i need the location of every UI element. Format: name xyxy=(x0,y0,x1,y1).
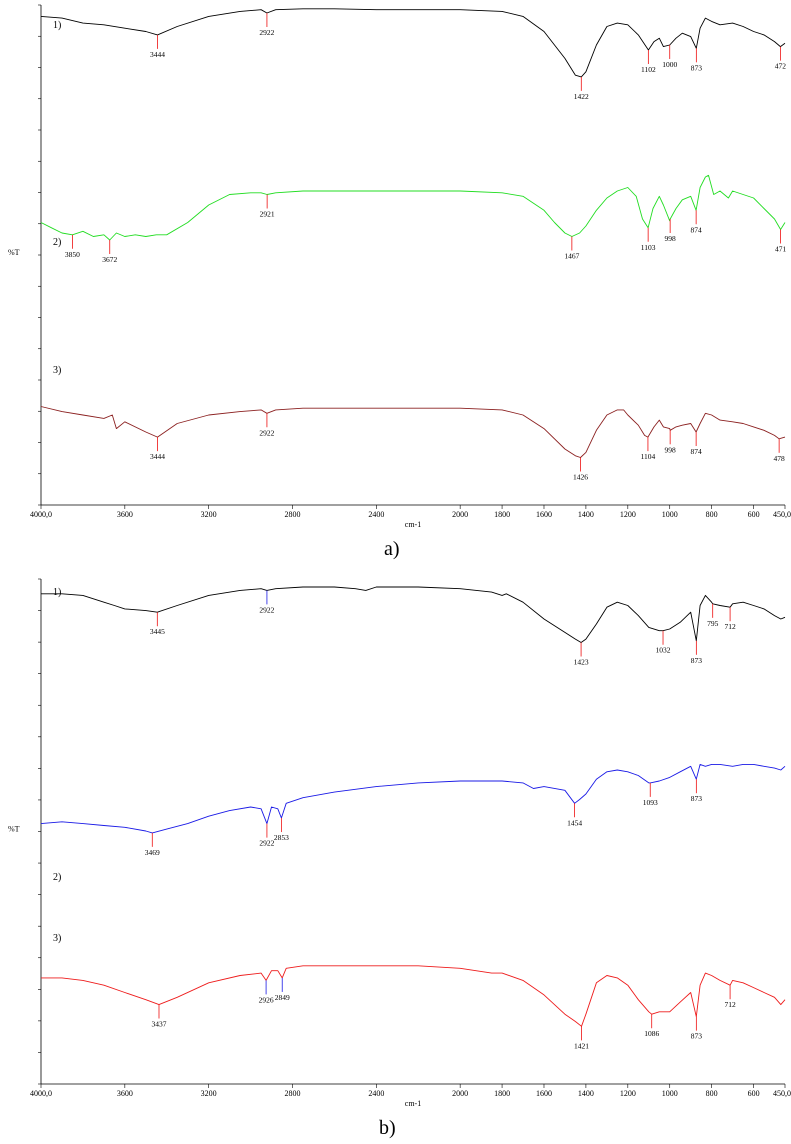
peak-label-0-1-1: 3672 xyxy=(102,255,117,264)
peak-label-1-1-2: 2853 xyxy=(274,833,289,842)
series-line-1-2 xyxy=(41,965,786,1027)
x-tick-label-0-9: 600 xyxy=(748,510,760,519)
x-tick-label-1-10: 450,0 xyxy=(773,1089,791,1098)
peak-label-0-1-6: 874 xyxy=(691,225,703,234)
peak-label-0-0-1: 2922 xyxy=(259,28,274,37)
peak-label-0-1-3: 1467 xyxy=(564,252,579,261)
peak-label-1-0-1: 2922 xyxy=(259,605,274,614)
x-tick-label-extra-0-2: 1000 xyxy=(662,510,678,519)
caption-a: a) xyxy=(384,538,400,560)
x-tick-label-0-3: 2800 xyxy=(284,510,300,519)
x-axis-label-1: cm-1 xyxy=(405,1099,421,1108)
series-line-0-2 xyxy=(40,406,786,458)
peak-label-1-1-0: 3469 xyxy=(145,848,160,857)
peak-label-0-2-1: 2922 xyxy=(259,428,274,437)
series-name-0-2: 3) xyxy=(53,365,61,376)
peak-label-1-0-3: 1032 xyxy=(656,646,671,655)
peak-label-1-2-2: 2849 xyxy=(275,993,290,1002)
peak-label-1-2-5: 873 xyxy=(691,1032,703,1041)
peak-label-1-0-5: 795 xyxy=(707,619,719,628)
peak-label-1-2-3: 1421 xyxy=(574,1041,589,1050)
x-tick-label-1-3: 2800 xyxy=(284,1089,300,1098)
peak-label-0-0-6: 472 xyxy=(775,62,787,71)
x-tick-label-1-0: 4000,0 xyxy=(30,1089,52,1098)
peak-label-0-0-5: 873 xyxy=(691,63,703,72)
series-line-1-1 xyxy=(40,763,786,834)
peak-label-0-1-7: 471 xyxy=(775,245,787,254)
peak-label-1-1-5: 873 xyxy=(691,794,703,803)
x-tick-label-0-6: 1600 xyxy=(536,510,552,519)
peak-label-1-1-3: 1454 xyxy=(567,818,582,827)
peak-label-1-2-1: 2926 xyxy=(259,995,274,1004)
x-tick-label-0-0: 4000,0 xyxy=(30,510,52,519)
x-tick-label-extra-1-1: 1400 xyxy=(578,1089,594,1098)
x-tick-label-1-7: 1200 xyxy=(620,1089,636,1098)
x-tick-label-0-2: 3200 xyxy=(201,510,217,519)
peak-label-1-2-6: 712 xyxy=(724,1000,736,1009)
y-axis-label-0: %T xyxy=(8,248,20,257)
series-name-0-1: 2) xyxy=(53,237,61,248)
peak-label-1-0-6: 712 xyxy=(724,622,736,631)
caption-b: b) xyxy=(379,1117,396,1139)
x-tick-label-extra-1-0: 1800 xyxy=(494,1089,510,1098)
y-axis-label-1: %T xyxy=(8,825,20,834)
peak-label-1-0-4: 873 xyxy=(691,656,703,665)
peak-label-0-0-4: 1000 xyxy=(662,60,677,69)
x-tick-label-0-4: 2400 xyxy=(368,510,384,519)
x-tick-label-extra-1-2: 1000 xyxy=(662,1089,678,1098)
x-tick-label-1-4: 2400 xyxy=(368,1089,384,1098)
x-tick-label-0-1: 3600 xyxy=(117,510,133,519)
peak-label-0-1-5: 998 xyxy=(665,234,677,243)
peak-label-0-0-0: 3444 xyxy=(150,50,165,59)
peak-label-1-2-0: 3437 xyxy=(151,1020,166,1029)
series-name-1-1: 2) xyxy=(53,872,61,883)
peak-label-0-2-4: 998 xyxy=(665,445,677,454)
peak-label-0-2-5: 874 xyxy=(691,447,703,456)
peak-label-0-2-3: 1104 xyxy=(641,452,656,461)
peak-label-1-1-4: 1093 xyxy=(643,798,658,807)
x-tick-label-1-9: 600 xyxy=(748,1089,760,1098)
x-tick-label-0-7: 1200 xyxy=(620,510,636,519)
peak-label-0-2-0: 3444 xyxy=(150,452,165,461)
peak-label-1-0-2: 1423 xyxy=(574,657,589,666)
peak-label-0-1-4: 1103 xyxy=(641,243,656,252)
x-tick-label-extra-0-0: 1800 xyxy=(494,510,510,519)
series-name-1-0: 1) xyxy=(53,587,61,598)
series-name-1-2: 3) xyxy=(53,933,61,944)
peak-label-1-2-4: 1086 xyxy=(644,1029,659,1038)
series-line-0-0 xyxy=(40,8,786,78)
x-tick-label-1-6: 1600 xyxy=(536,1089,552,1098)
x-tick-label-1-5: 2000 xyxy=(452,1089,468,1098)
peak-label-0-1-0: 3850 xyxy=(65,250,80,259)
peak-label-0-0-2: 1422 xyxy=(574,92,589,101)
peak-label-0-2-6: 478 xyxy=(774,454,786,463)
series-line-0-1 xyxy=(40,174,786,241)
peak-label-0-0-3: 1102 xyxy=(641,65,656,74)
series-line-1-0 xyxy=(41,586,786,643)
x-tick-label-0-5: 2000 xyxy=(452,510,468,519)
x-tick-label-1-8: 800 xyxy=(706,1089,718,1098)
x-tick-label-1-2: 3200 xyxy=(201,1089,217,1098)
x-tick-label-1-1: 3600 xyxy=(117,1089,133,1098)
peak-label-1-1-1: 2922 xyxy=(259,839,274,848)
x-tick-label-0-8: 800 xyxy=(706,510,718,519)
series-name-0-0: 1) xyxy=(53,20,61,31)
x-axis-label-0: cm-1 xyxy=(405,520,421,529)
peak-label-1-0-0: 3445 xyxy=(150,627,165,636)
peak-label-0-1-2: 2921 xyxy=(260,210,275,219)
peak-label-0-2-2: 1426 xyxy=(573,473,588,482)
x-tick-label-extra-0-1: 1400 xyxy=(578,510,594,519)
x-tick-label-0-10: 450,0 xyxy=(773,510,791,519)
